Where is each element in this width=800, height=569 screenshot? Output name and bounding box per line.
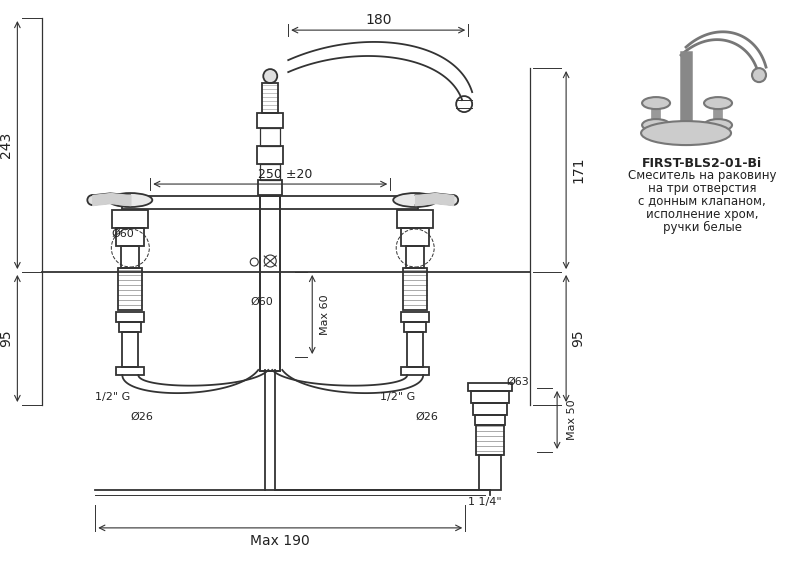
Bar <box>118 268 142 310</box>
Ellipse shape <box>704 97 732 109</box>
Text: Ø60: Ø60 <box>111 229 134 239</box>
Bar <box>119 322 142 332</box>
Bar <box>260 196 280 371</box>
Text: Смеситель на раковину: Смеситель на раковину <box>628 168 776 182</box>
Bar <box>473 403 507 415</box>
Bar <box>262 83 278 113</box>
Circle shape <box>448 195 458 205</box>
Bar <box>122 196 418 209</box>
Text: Ø63: Ø63 <box>506 377 530 387</box>
Ellipse shape <box>641 121 731 145</box>
Bar <box>260 164 280 180</box>
Bar <box>475 415 505 425</box>
Bar <box>122 246 139 268</box>
Text: исполнение хром,: исполнение хром, <box>646 208 758 221</box>
Bar <box>116 228 144 246</box>
Bar <box>260 128 280 146</box>
Ellipse shape <box>108 193 152 207</box>
Text: 243: 243 <box>0 132 14 158</box>
Ellipse shape <box>393 193 437 207</box>
Text: 95: 95 <box>0 329 14 347</box>
Text: Ø60: Ø60 <box>251 297 274 307</box>
Bar <box>397 210 433 228</box>
Bar <box>401 228 429 246</box>
Text: 180: 180 <box>365 13 391 27</box>
Bar <box>476 425 504 455</box>
Circle shape <box>87 195 98 205</box>
Bar <box>116 367 144 375</box>
Ellipse shape <box>642 97 670 109</box>
Bar <box>258 113 283 128</box>
Text: Ø26: Ø26 <box>416 412 438 422</box>
Bar <box>260 196 280 371</box>
Bar <box>404 322 426 332</box>
Text: 1/2" G: 1/2" G <box>379 392 415 402</box>
Ellipse shape <box>642 119 670 131</box>
Bar <box>258 180 282 195</box>
Text: на три отверстия: на три отверстия <box>648 182 756 195</box>
Bar <box>122 332 138 367</box>
Text: 1/2" G: 1/2" G <box>94 392 130 402</box>
Text: 171: 171 <box>571 157 585 183</box>
Bar <box>116 312 144 322</box>
Bar <box>403 268 427 310</box>
Bar <box>468 383 512 391</box>
Text: Max 190: Max 190 <box>250 534 310 548</box>
Text: Ø26: Ø26 <box>131 412 154 422</box>
Bar <box>112 210 148 228</box>
Circle shape <box>752 68 766 82</box>
Text: Max 60: Max 60 <box>320 294 330 335</box>
Text: FIRST-BLS2-01-Bi: FIRST-BLS2-01-Bi <box>642 156 762 170</box>
Text: 250 ±20: 250 ±20 <box>258 167 313 180</box>
Text: Max 50: Max 50 <box>567 399 577 440</box>
Ellipse shape <box>704 119 732 131</box>
Circle shape <box>263 69 278 83</box>
Text: 95: 95 <box>571 329 585 347</box>
Text: 1 1/4": 1 1/4" <box>468 497 502 507</box>
Bar <box>407 332 423 367</box>
Text: с донным клапаном,: с донным клапаном, <box>638 195 766 208</box>
Bar <box>401 367 429 375</box>
Bar <box>401 312 429 322</box>
Bar <box>479 455 501 490</box>
Text: ручки белые: ручки белые <box>662 220 742 233</box>
Bar <box>471 391 509 403</box>
Bar <box>258 146 283 164</box>
Bar <box>406 246 424 268</box>
